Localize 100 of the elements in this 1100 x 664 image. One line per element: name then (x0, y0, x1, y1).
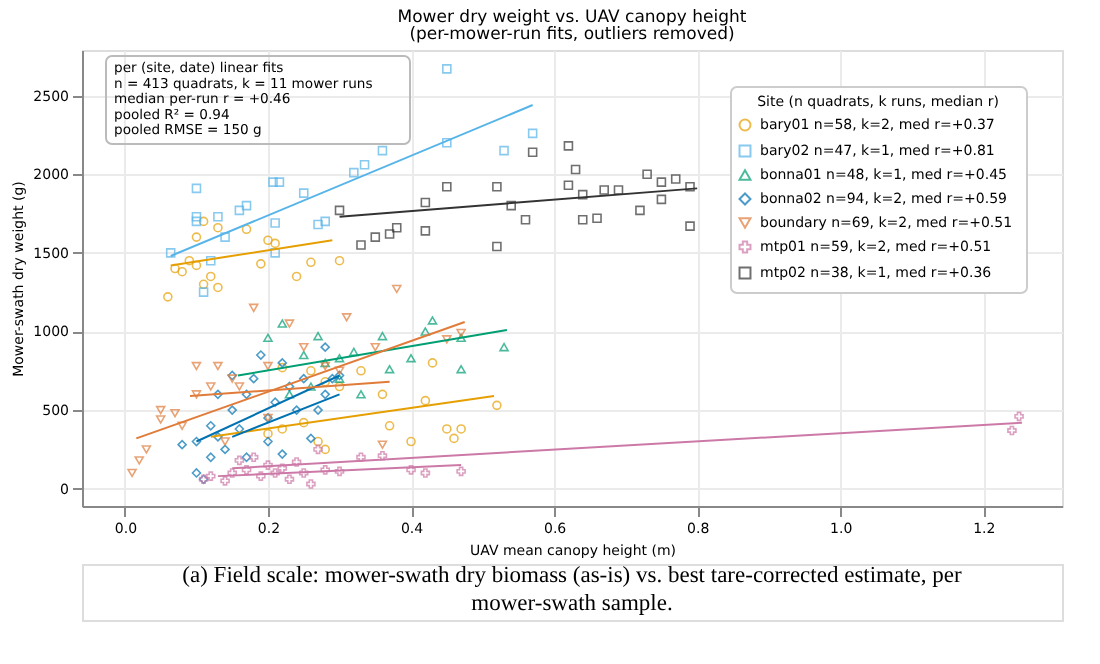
point (656, 194, 667, 205)
point (268, 177, 278, 187)
point (313, 405, 323, 415)
point (306, 382, 316, 391)
point (263, 361, 273, 371)
point (191, 436, 202, 447)
point (220, 444, 230, 455)
point (248, 303, 259, 313)
point (205, 471, 216, 481)
point (492, 241, 502, 252)
point (298, 417, 309, 428)
point (334, 255, 345, 266)
point (191, 232, 202, 242)
point (592, 213, 602, 224)
point (291, 271, 302, 282)
point (456, 364, 466, 374)
point (256, 471, 266, 481)
point (406, 436, 416, 447)
point (205, 421, 216, 431)
point (635, 205, 645, 216)
point (170, 408, 180, 418)
point (184, 255, 195, 266)
point (384, 364, 395, 374)
point (391, 284, 402, 294)
point (198, 216, 209, 227)
point (384, 421, 395, 431)
point (499, 145, 509, 156)
point (284, 381, 295, 392)
point (248, 373, 259, 384)
point (420, 468, 431, 478)
point (263, 235, 273, 246)
point (377, 389, 388, 400)
point (284, 319, 295, 328)
point (377, 331, 388, 341)
point (277, 463, 288, 474)
point (213, 432, 223, 442)
point (349, 167, 359, 178)
point (406, 465, 416, 475)
point (356, 365, 366, 376)
point (205, 452, 216, 463)
point (506, 200, 516, 211)
point (406, 353, 416, 363)
point (270, 397, 280, 408)
point (170, 263, 180, 274)
point (241, 389, 252, 400)
point (370, 342, 381, 352)
point (341, 313, 352, 322)
point (442, 137, 452, 148)
point (1007, 425, 1017, 436)
chart-subtitle: (per-mower-run fits, outliers removed) (409, 25, 735, 45)
point (492, 182, 502, 192)
point (298, 468, 309, 478)
point (205, 382, 216, 391)
point (334, 353, 345, 363)
point (306, 365, 316, 376)
point (427, 358, 438, 368)
point (134, 456, 145, 465)
point (256, 259, 266, 269)
point (313, 444, 323, 455)
point (277, 358, 288, 368)
point (320, 216, 331, 227)
point (177, 421, 187, 431)
point (442, 424, 452, 434)
point (356, 240, 366, 250)
point (442, 64, 452, 74)
point (165, 248, 176, 258)
point (270, 468, 280, 478)
point (370, 232, 381, 242)
point (241, 200, 252, 211)
point (527, 147, 538, 158)
point (241, 465, 252, 475)
point (213, 389, 223, 400)
point (191, 390, 202, 399)
point (685, 221, 695, 231)
text: (a) Field scale: mower-swath dry biomass (as-is) vs. best tare-corrected estimate, per mower-swath sample. (182, 564, 963, 616)
point (1014, 411, 1024, 422)
point (155, 415, 166, 424)
point (313, 331, 323, 341)
point (227, 405, 238, 415)
point (205, 271, 216, 282)
point (284, 390, 295, 399)
point (270, 238, 280, 249)
point (220, 232, 230, 242)
point (320, 342, 331, 352)
point (320, 444, 331, 455)
point (277, 362, 288, 373)
point (270, 248, 280, 258)
point (234, 382, 245, 391)
point (277, 319, 288, 328)
point (391, 222, 402, 233)
point (563, 141, 574, 151)
point (263, 428, 273, 439)
point (427, 316, 438, 325)
point (263, 333, 273, 343)
point (599, 185, 609, 195)
point (320, 376, 331, 387)
point (234, 455, 245, 466)
point (613, 185, 624, 195)
point (205, 255, 216, 266)
point (298, 350, 309, 360)
